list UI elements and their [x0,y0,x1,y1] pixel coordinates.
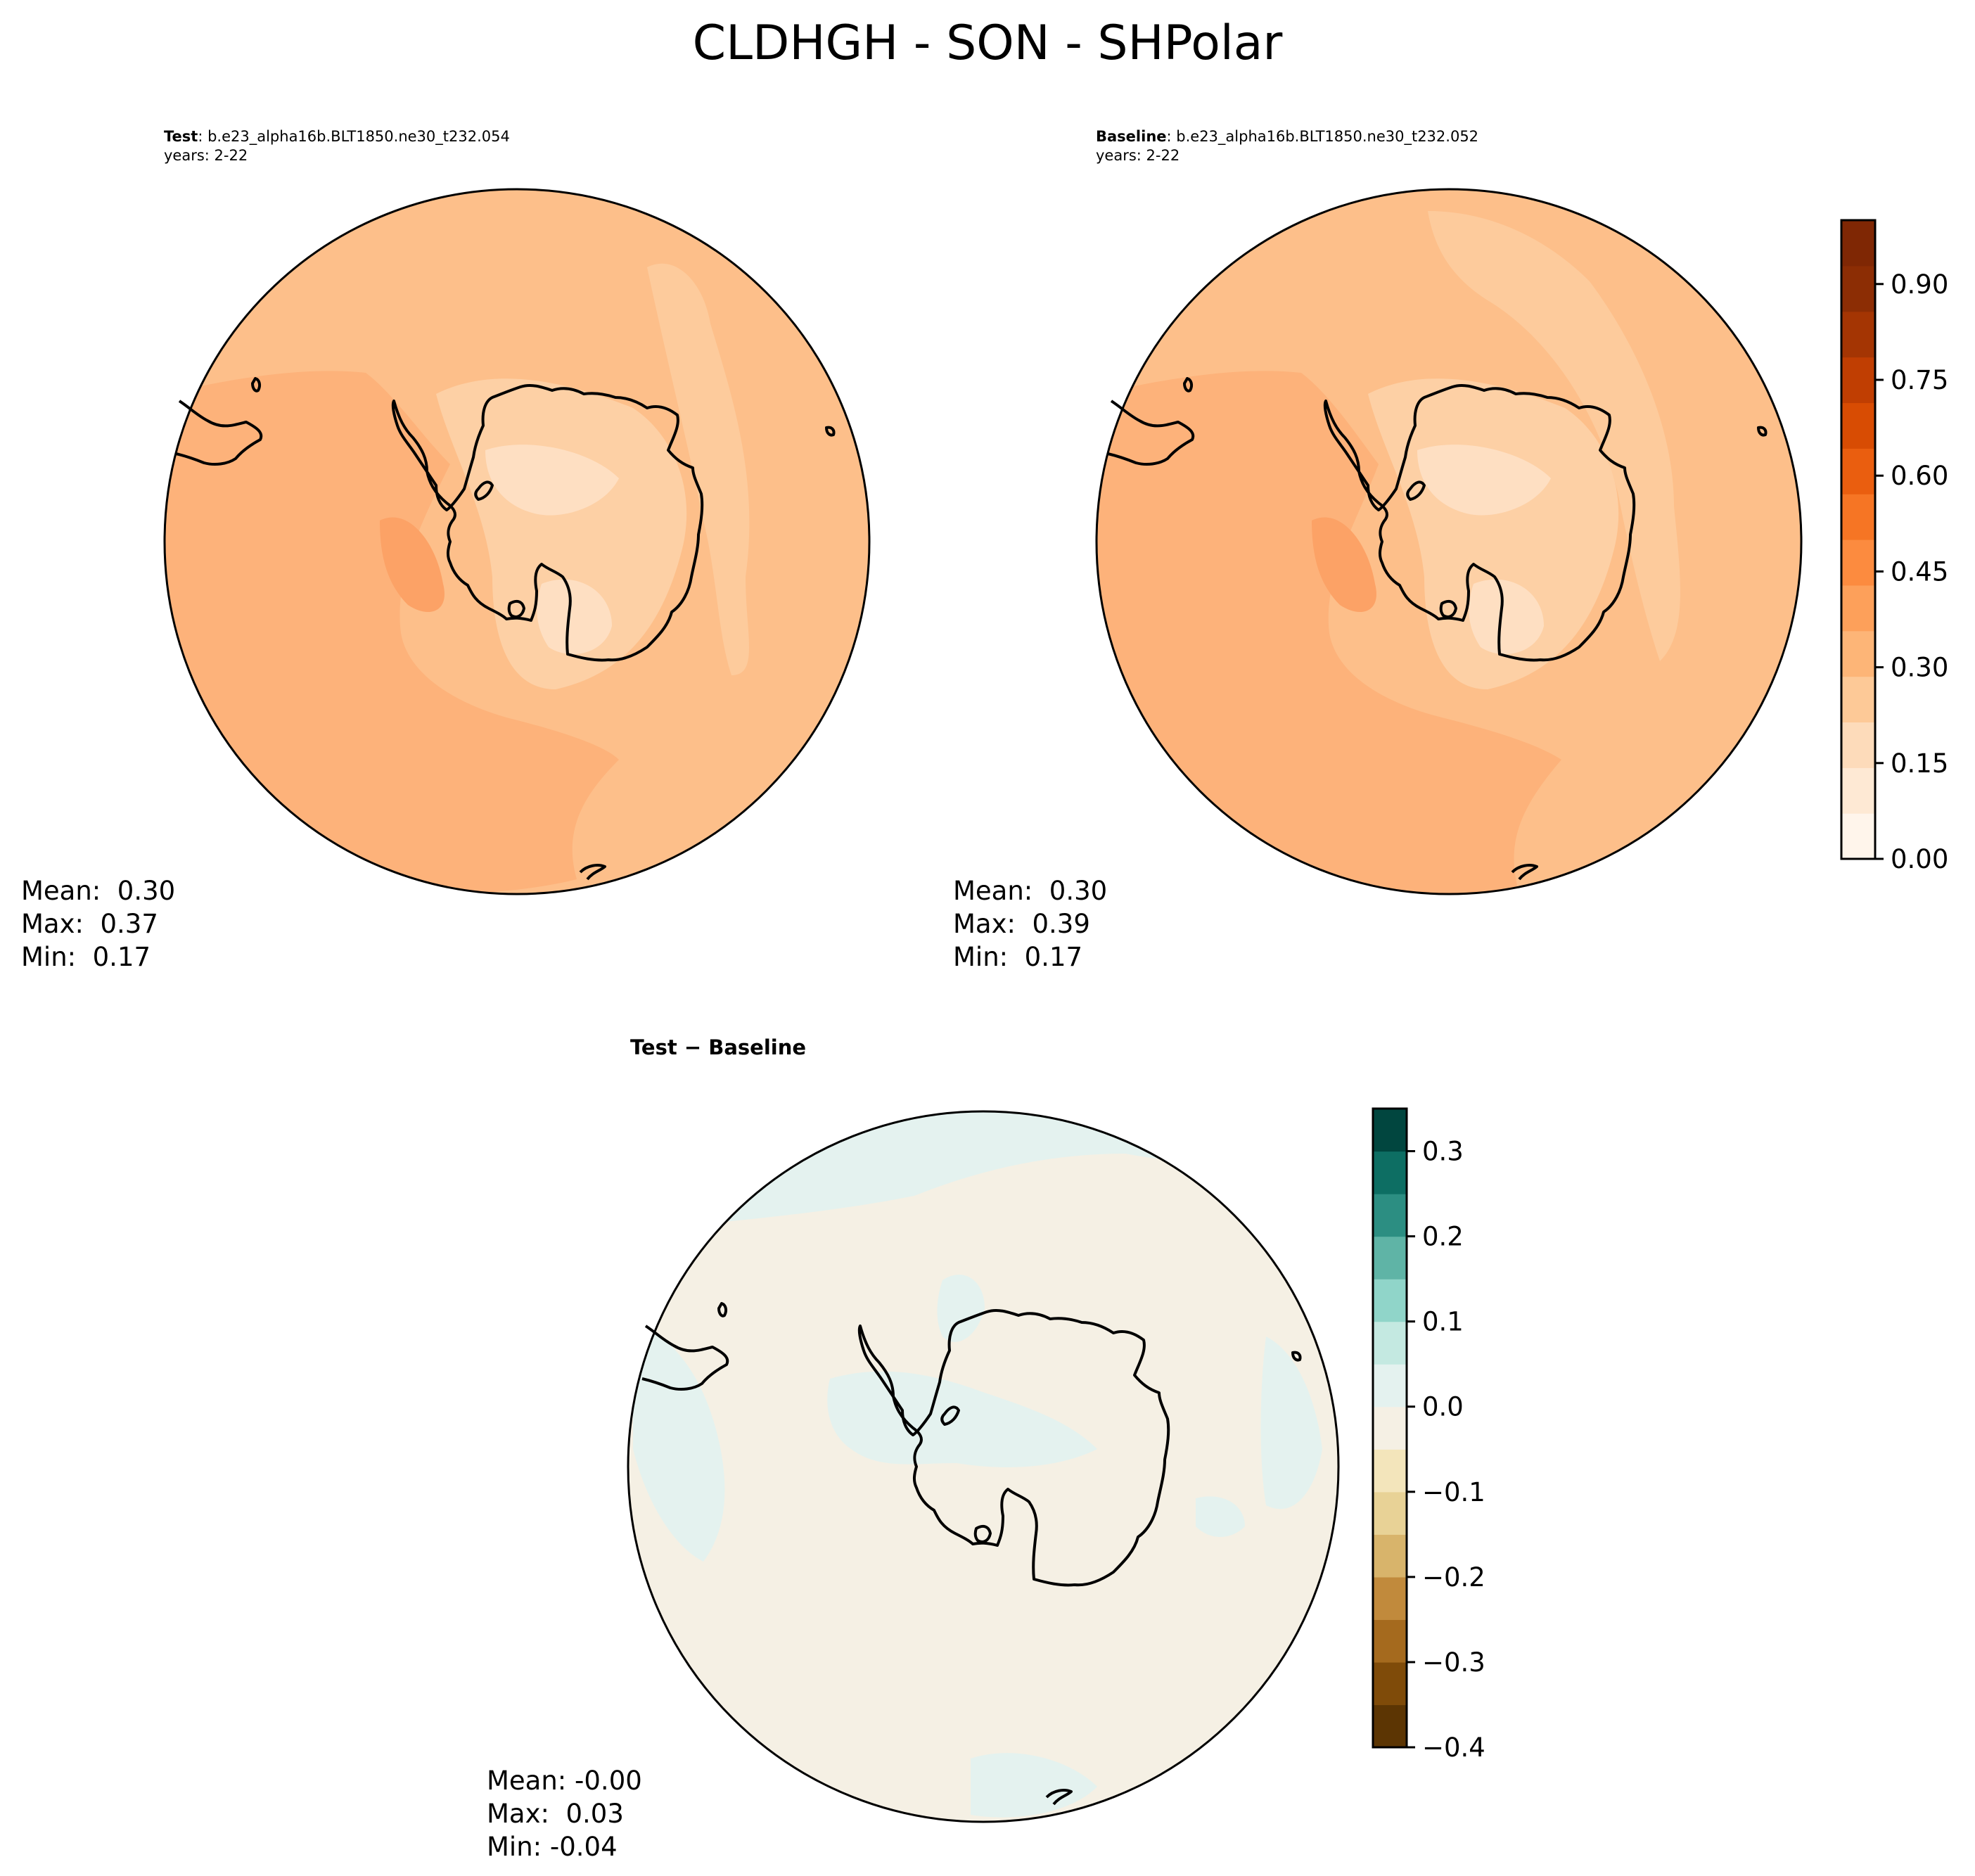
colorbar-diff-segment [1373,1491,1407,1535]
baseline-map [1095,188,1803,895]
colorbar-diff-segment [1373,1194,1407,1237]
baseline-map-boundary [1095,188,1803,895]
test-field-plateau-core [485,445,619,516]
colorbar-diff-segment [1373,1449,1407,1493]
baseline-min: Min: 0.17 [953,942,1083,972]
figure-title: CLDHGH - SON - SHPolar [692,15,1283,71]
diff-positive-south [971,1753,1097,1818]
test-case-name: : b.e23_alpha16b.BLT1850.ne30_t232.054 [198,128,510,145]
test-map [163,188,871,895]
colorbar-diff-segment [1373,1704,1407,1748]
colorbar-main-segment [1841,265,1875,312]
colorbar-main-tick-label: 0.15 [1891,748,1948,779]
baseline-field-west [1097,371,1561,894]
colorbar-diff-frame [1372,1107,1408,1749]
colorbar-diff-segment [1373,1279,1407,1322]
test-title-label: Test [164,128,198,145]
colorbar-diff-tick-label: 0.3 [1422,1137,1464,1167]
test-min: Min: 0.17 [21,942,151,972]
colorbar-main-segment [1841,676,1875,723]
baseline-max: Max: 0.39 [953,909,1090,939]
colorbar-main-segment [1841,767,1875,814]
colorbar-diff-segment [1373,1534,1407,1578]
colorbar-main: 0.00 0.15 0.30 0.45 0.60 0.75 0.90 [1840,219,1948,874]
colorbar-main-segment [1841,494,1875,540]
colorbar-main-segment [1841,630,1875,677]
colorbar-diff-segment [1373,1661,1407,1706]
diff-positive-center [827,1371,1097,1467]
baseline-mean: Mean: 0.30 [953,876,1108,906]
colorbar-main-segment [1841,311,1875,358]
colorbar-diff-tick-label: −0.2 [1422,1562,1485,1593]
colorbar-main-segment [1841,585,1875,632]
baseline-title-label: Baseline [1096,128,1167,145]
baseline-case-name: : b.e23_alpha16b.BLT1850.ne30_t232.052 [1166,128,1479,145]
colorbar-diff-tick-label: −0.1 [1422,1477,1485,1507]
colorbar-diff-segment [1373,1321,1407,1365]
colorbar-main-segment [1841,722,1875,768]
colorbar-main-tick-label: 0.90 [1891,269,1948,300]
colorbar-main-tick-label: 0.75 [1891,365,1948,395]
baseline-field-east-band [1428,211,1680,661]
diff-positive-southeast [1196,1496,1245,1537]
colorbar-main-tick-label: 0.45 [1891,556,1948,587]
colorbar-diff-tick-label: −0.3 [1422,1647,1485,1678]
colorbar-diff-tick-label: 0.1 [1422,1307,1464,1337]
colorbar-diff-segment [1373,1619,1407,1663]
colorbar-diff: −0.4 −0.3 −0.2 −0.1 0.0 0.1 0.2 0.3 [1372,1107,1485,1763]
test-years: years: 2-22 [164,147,248,164]
baseline-field-plateau-east [1469,579,1544,654]
colorbar-diff-tick-label: 0.2 [1422,1222,1464,1252]
colorbar-diff-tick-label: −0.4 [1422,1733,1485,1763]
colorbar-main-segment [1841,448,1875,494]
colorbar-diff-segment [1373,1576,1407,1620]
diff-map [627,1110,1340,1823]
colorbar-diff-segment [1373,1364,1407,1408]
colorbar-diff-segment [1373,1406,1407,1450]
colorbar-diff-segment [1373,1109,1407,1152]
colorbar-main-segment [1841,813,1875,860]
colorbar-main-segment [1841,540,1875,586]
test-stats: Mean: 0.30 Max: 0.37 Min: 0.17 [21,874,175,974]
colorbar-main-frame [1840,219,1877,860]
test-field-plateau-east [537,579,612,654]
test-field-east-band [647,263,750,676]
baseline-years: years: 2-22 [1096,147,1180,164]
diff-stats: Mean: -0.00 Max: 0.03 Min: -0.04 [487,1764,642,1863]
colorbar-diff-tick-label: 0.0 [1422,1392,1464,1422]
test-max: Max: 0.37 [21,909,158,939]
colorbar-diff-segment [1373,1151,1407,1194]
diff-map-field [628,1111,1338,1822]
diff-positive-peninsula [937,1275,985,1342]
diff-panel-title: Test − Baseline [630,1035,807,1059]
colorbar-main-tick-label: 0.30 [1891,653,1948,683]
baseline-panel-title: Baseline: b.e23_alpha16b.BLT1850.ne30_t2… [1096,127,1478,165]
colorbar-main-segment [1841,402,1875,449]
baseline-stats: Mean: 0.30 Max: 0.39 Min: 0.17 [953,874,1107,974]
diff-min: Min: -0.04 [487,1832,618,1862]
colorbar-main-tick-label: 0.00 [1891,844,1948,874]
baseline-field-plateau-core [1417,445,1551,516]
colorbar-main-segment [1841,357,1875,404]
test-map-boundary [163,188,871,895]
colorbar-diff-segment [1373,1236,1407,1280]
diff-max: Max: 0.03 [487,1799,624,1829]
test-panel-title: Test: b.e23_alpha16b.BLT1850.ne30_t232.0… [164,127,510,165]
test-mean: Mean: 0.30 [21,876,176,906]
baseline-field-peninsula [1312,517,1376,612]
diff-positive-east [1260,1336,1322,1510]
test-field-peninsula [380,517,445,612]
diff-mean: Mean: -0.00 [487,1766,642,1796]
colorbar-main-segment [1841,220,1875,267]
diff-map-boundary [627,1110,1340,1823]
test-field-west [165,371,619,894]
colorbar-main-tick-label: 0.60 [1891,461,1948,491]
